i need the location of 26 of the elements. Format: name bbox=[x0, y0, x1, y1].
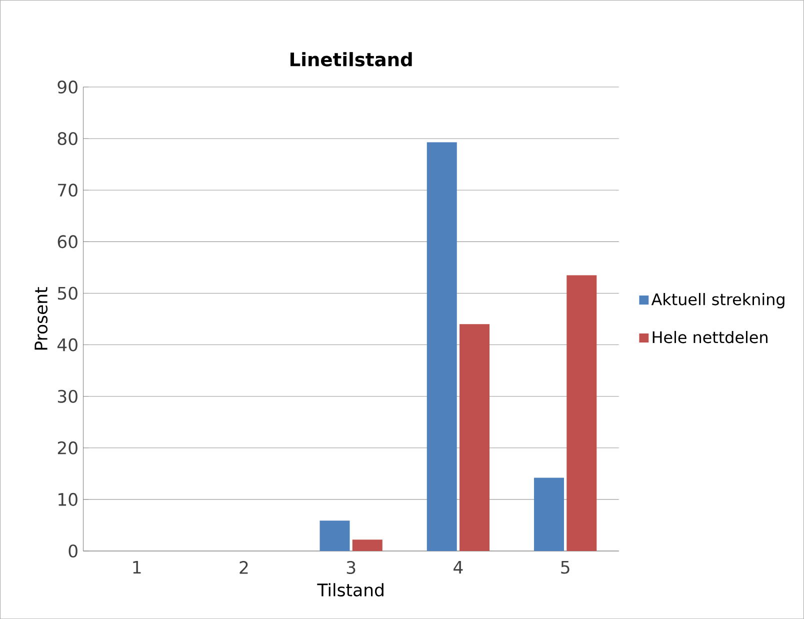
bar bbox=[320, 520, 350, 551]
y-tick-label: 50 bbox=[58, 286, 78, 300]
x-tick-label: 4 bbox=[454, 560, 463, 574]
legend-label: Hele nettdelen bbox=[652, 330, 768, 344]
y-tick-label: 10 bbox=[58, 492, 78, 506]
legend-label: Aktuell strekning bbox=[651, 292, 784, 308]
bar bbox=[460, 324, 490, 551]
bar bbox=[534, 478, 564, 551]
x-axis-title: Tilstand bbox=[317, 583, 384, 596]
y-tick-label: 40 bbox=[57, 338, 78, 352]
chart-title: Linetilstand bbox=[290, 52, 412, 66]
x-tick-label: 5 bbox=[561, 560, 570, 574]
y-tick-label: 20 bbox=[58, 441, 78, 454]
y-tick-label: 70 bbox=[58, 184, 78, 197]
bar bbox=[352, 540, 382, 551]
y-axis-title: Prosent bbox=[34, 287, 48, 350]
y-tick-label: 0 bbox=[68, 544, 78, 558]
bar bbox=[566, 275, 597, 551]
x-tick-label: 2 bbox=[240, 560, 248, 574]
y-tick-label: 30 bbox=[58, 390, 78, 403]
bar bbox=[426, 142, 457, 551]
x-tick-label: 1 bbox=[133, 560, 141, 574]
y-tick-label: 80 bbox=[58, 132, 78, 146]
x-tick-label: 3 bbox=[346, 560, 356, 574]
y-tick-label: 60 bbox=[58, 235, 78, 248]
y-tick-label: 90 bbox=[58, 80, 78, 94]
